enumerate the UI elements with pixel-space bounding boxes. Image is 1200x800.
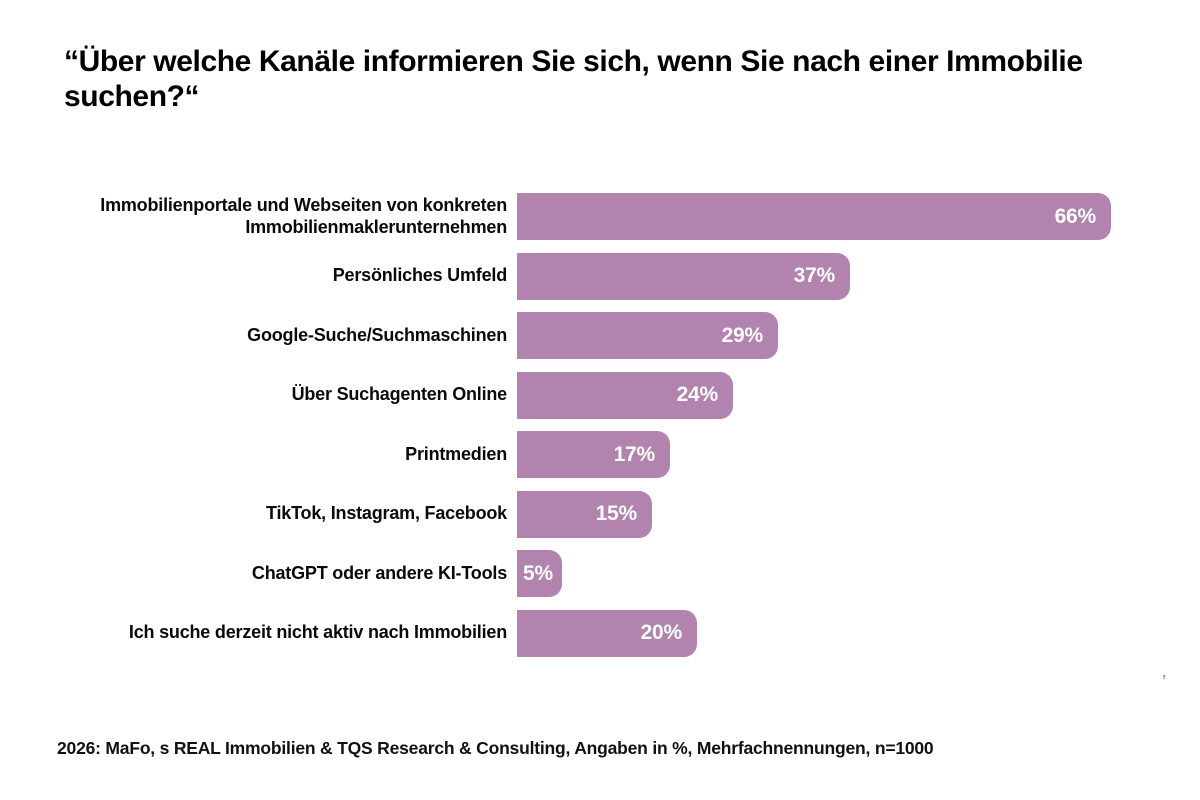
- bar-track: 24%: [517, 371, 1200, 419]
- bar-row: ChatGPT oder andere KI-Tools 5%: [0, 550, 1200, 597]
- value-label: 17%: [613, 442, 656, 466]
- bar: 29%: [517, 312, 778, 359]
- bar-row: TikTok, Instagram, Facebook 15%: [0, 490, 1200, 538]
- category-label: Ich suche derzeit nicht aktiv nach Immob…: [0, 622, 507, 643]
- bar-track: 66%: [517, 193, 1200, 240]
- bar: 15%: [517, 490, 652, 538]
- bar-row: Ich suche derzeit nicht aktiv nach Immob…: [0, 609, 1200, 657]
- bar: 24%: [517, 371, 733, 419]
- bar-track: 15%: [517, 490, 1200, 538]
- value-label: 15%: [595, 502, 638, 525]
- bar-track: 37%: [517, 252, 1200, 300]
- category-label: Google-Suche/Suchmaschinen: [0, 325, 507, 346]
- value-label: 20%: [640, 621, 683, 644]
- category-label-text: TikTok, Instagram, Facebook: [265, 503, 507, 524]
- category-label-text: Google-Suche/Suchmaschinen: [247, 324, 507, 345]
- bar: 17%: [517, 431, 670, 478]
- bar-track: 17%: [517, 431, 1200, 478]
- value-label: 29%: [721, 323, 764, 347]
- bar-track: 20%: [517, 609, 1200, 657]
- bar: 5%: [517, 550, 562, 597]
- category-label-text: Printmedien: [405, 443, 507, 464]
- bar-chart: Immobilienportale und Webseiten von konk…: [0, 193, 1200, 669]
- bar-row: Über Suchagenten Online 24%: [0, 371, 1200, 419]
- value-label: 5%: [523, 561, 553, 585]
- category-label-text: Persönliches Umfeld: [332, 265, 507, 286]
- category-label-text: ChatGPT oder andere KI-Tools: [251, 562, 507, 583]
- category-label: TikTok, Instagram, Facebook: [0, 503, 507, 524]
- category-label: Über Suchagenten Online: [0, 384, 508, 405]
- category-label-text: Immobilienportale und Webseiten von konk…: [100, 195, 507, 237]
- category-label-text: Über Suchagenten Online: [291, 384, 508, 405]
- value-label: 66%: [1054, 204, 1097, 228]
- bar: 20%: [517, 609, 697, 657]
- bar-track: 5%: [517, 550, 1200, 597]
- category-label: Printmedien: [0, 444, 507, 465]
- source-note: 2026: MaFo, s REAL Immobilien & TQS Rese…: [57, 738, 934, 758]
- chart-title: “Über welche Kanäle informieren Sie sich…: [64, 45, 1083, 114]
- category-label: ChatGPT oder andere KI-Tools: [0, 563, 507, 584]
- value-label: 37%: [793, 264, 836, 287]
- stray-quote-mark: ’: [1162, 672, 1167, 689]
- value-label: 24%: [676, 383, 719, 406]
- bar-row: Persönliches Umfeld 37%: [0, 252, 1200, 300]
- category-label: Immobilienportale und Webseiten von konk…: [0, 195, 507, 237]
- bar-track: 29%: [517, 312, 1200, 359]
- category-label-text: Ich suche derzeit nicht aktiv nach Immob…: [128, 622, 507, 643]
- bar-row: Printmedien 17%: [0, 431, 1200, 478]
- category-label: Persönliches Umfeld: [0, 265, 507, 286]
- bar: 37%: [517, 252, 850, 300]
- bar: 66%: [517, 193, 1111, 240]
- bar-row: Immobilienportale und Webseiten von konk…: [0, 193, 1200, 240]
- bar-row: Google-Suche/Suchmaschinen 29%: [0, 312, 1200, 359]
